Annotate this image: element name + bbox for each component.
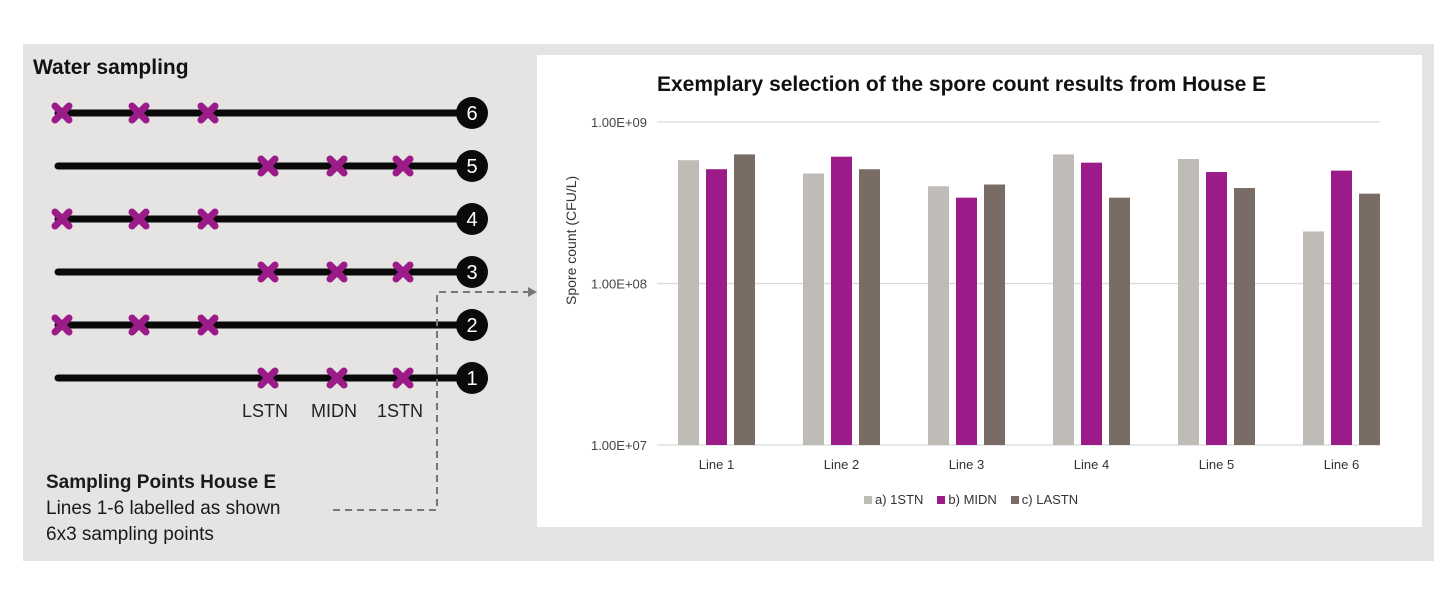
svg-text:5: 5 (466, 156, 477, 178)
point-label: 1STN (377, 401, 423, 421)
sampling-point-x-icon (326, 261, 348, 283)
sampling-point-x-icon (326, 367, 348, 389)
sampling-point-x-icon (257, 261, 279, 283)
bar (928, 186, 949, 445)
caption-line-1: Lines 1-6 labelled as shown (46, 498, 281, 519)
sampling-point-x-icon (257, 155, 279, 177)
legend-item: b) MIDN (937, 492, 997, 507)
bar (1053, 154, 1074, 445)
sampling-point-x-icon (392, 155, 414, 177)
line-number-badge: 3 (456, 256, 488, 288)
sampling-point-x-icon (392, 367, 414, 389)
sampling-point-x-icon (51, 314, 73, 336)
sampling-point-x-icon (128, 208, 150, 230)
sampling-caption: Sampling Points House E Lines 1-6 labell… (46, 470, 281, 548)
bar (1109, 197, 1130, 445)
sampling-point-x-icon (326, 155, 348, 177)
bar (803, 173, 824, 445)
svg-text:3: 3 (466, 262, 477, 284)
point-label: LSTN (242, 401, 288, 421)
sampling-point-x-icon (51, 102, 73, 124)
bar (956, 197, 977, 445)
line-number-badge: 2 (456, 309, 488, 341)
legend-label: b) MIDN (948, 492, 997, 507)
bar (984, 184, 1005, 445)
bar-group-5: Line 5 (1178, 159, 1255, 472)
sampling-point-x-icon (197, 208, 219, 230)
bar (1234, 188, 1255, 445)
sampling-line-6: 6 (51, 97, 488, 129)
x-tick-label: Line 4 (1074, 457, 1109, 472)
x-tick-label: Line 3 (949, 457, 984, 472)
legend-swatch-icon (937, 495, 946, 504)
bar (706, 169, 727, 445)
sampling-point-x-icon (257, 367, 279, 389)
bar (1331, 170, 1352, 445)
sampling-point-x-icon (51, 208, 73, 230)
chart-title: Exemplary selection of the spore count r… (657, 73, 1267, 96)
sampling-point-x-icon (392, 261, 414, 283)
bar (1303, 231, 1324, 445)
y-tick-label: 1.00E+07 (591, 438, 647, 453)
line-number-badge: 4 (456, 203, 488, 235)
svg-text:2: 2 (466, 315, 477, 337)
sampling-line-1: 1 (54, 362, 488, 394)
bar-chart-panel: Exemplary selection of the spore count r… (537, 55, 1422, 527)
line-number-badge: 1 (456, 362, 488, 394)
bar-group-2: Line 2 (803, 156, 880, 472)
bar-group-4: Line 4 (1053, 154, 1130, 472)
x-tick-label: Line 6 (1324, 457, 1359, 472)
bar-group-6: Line 6 (1303, 170, 1380, 472)
legend-item: a) 1STN (864, 492, 923, 507)
bar (1359, 193, 1380, 445)
bar (1081, 162, 1102, 445)
caption-line-2: 6x3 sampling points (46, 524, 214, 545)
bar-group-1: Line 1 (678, 154, 755, 472)
sampling-line-3: 3 (54, 256, 488, 288)
legend-swatch-icon (864, 495, 872, 504)
y-tick-label: 1.00E+09 (591, 115, 647, 130)
bar (1206, 172, 1227, 445)
legend-label: a) 1STN (875, 492, 924, 507)
x-tick-label: Line 2 (824, 457, 859, 472)
legend-item: c) LASTN (1010, 492, 1079, 507)
y-axis-label: Spore count (CFU/L) (563, 175, 579, 305)
point-label: MIDN (311, 401, 357, 421)
water-sampling-title: Water sampling (33, 56, 189, 79)
legend-label: c) LASTN (1021, 492, 1079, 507)
chart-legend: a) 1STN b) MIDN c) LASTN (864, 492, 1078, 507)
sampling-point-x-icon (197, 102, 219, 124)
svg-text:4: 4 (466, 209, 477, 231)
sampling-point-x-icon (128, 102, 150, 124)
bar (831, 156, 852, 445)
bar (678, 160, 699, 445)
x-tick-label: Line 1 (699, 457, 734, 472)
caption-heading: Sampling Points House E (46, 472, 277, 493)
y-tick-label: 1.00E+08 (591, 277, 647, 292)
line-number-badge: 6 (456, 97, 488, 129)
bar (734, 154, 755, 445)
svg-text:6: 6 (466, 103, 477, 125)
sampling-line-5: 5 (54, 150, 488, 182)
sampling-point-x-icon (197, 314, 219, 336)
bar (1178, 159, 1199, 446)
sampling-point-x-icon (128, 314, 150, 336)
bar-chart-plot: 1.00E+07 1.00E+08 1.00E+09 Line 1 Line 2 Line… (591, 115, 1380, 472)
svg-text:1: 1 (466, 368, 477, 390)
bar-group-3: Line 3 (928, 184, 1005, 472)
legend-swatch-icon (1010, 495, 1019, 504)
x-tick-label: Line 5 (1199, 457, 1234, 472)
line-number-badge: 5 (456, 150, 488, 182)
dashed-connector-arrow (333, 287, 537, 511)
sampling-line-2: 2 (51, 309, 488, 341)
sampling-line-4: 4 (51, 203, 488, 235)
bar (859, 169, 880, 445)
